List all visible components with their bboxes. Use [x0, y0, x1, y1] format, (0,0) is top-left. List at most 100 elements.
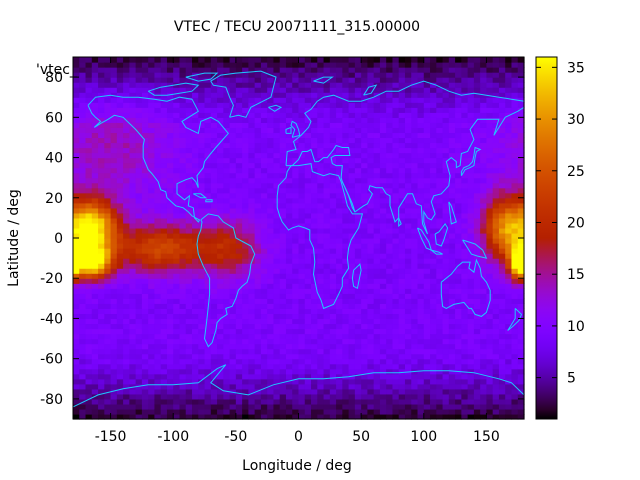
heatmap-cell	[348, 97, 356, 103]
heatmap-cell	[354, 167, 362, 174]
heatmap-cell	[98, 132, 105, 139]
heatmap-cell	[104, 328, 112, 335]
heatmap-cell	[79, 338, 87, 345]
heatmap-cell	[354, 107, 362, 113]
heatmap-cell	[398, 323, 406, 330]
heatmap-cell	[467, 67, 475, 73]
heatmap-cell	[417, 293, 425, 299]
heatmap-cell	[398, 177, 406, 184]
heatmap-cell	[173, 92, 181, 98]
heatmap-cell	[417, 72, 425, 78]
heatmap-cell	[367, 82, 375, 88]
heatmap-cell	[242, 328, 249, 335]
heatmap-cell	[123, 132, 130, 139]
heatmap-cell	[192, 388, 199, 395]
heatmap-cell	[461, 137, 469, 144]
heatmap-cell	[480, 303, 488, 309]
heatmap-cell	[116, 172, 124, 179]
heatmap-cell	[279, 212, 287, 219]
heatmap-cell	[342, 408, 350, 415]
heatmap-cell	[336, 388, 343, 395]
heatmap-cell	[273, 167, 281, 174]
heatmap-cell	[398, 182, 406, 189]
heatmap-cell	[411, 353, 419, 360]
heatmap-cell	[379, 72, 387, 78]
heatmap-cell	[204, 217, 212, 224]
heatmap-cell	[348, 283, 356, 289]
heatmap-cell	[467, 303, 475, 309]
heatmap-cell	[329, 313, 337, 320]
heatmap-cell	[492, 283, 500, 289]
heatmap-cell	[461, 117, 469, 123]
heatmap-cell	[91, 338, 99, 345]
heatmap-cell	[317, 192, 325, 199]
heatmap-cell	[304, 162, 312, 169]
heatmap-cell	[492, 112, 500, 118]
heatmap-cell	[348, 348, 356, 355]
heatmap-cell	[223, 92, 231, 98]
heatmap-cell	[379, 328, 387, 335]
heatmap-cell	[292, 192, 300, 199]
heatmap-cell	[411, 232, 419, 239]
heatmap-cell	[154, 343, 162, 350]
heatmap-cell	[73, 248, 80, 254]
heatmap-cell	[179, 212, 187, 219]
heatmap-cell	[461, 308, 469, 315]
heatmap-cell	[480, 408, 488, 415]
heatmap-cell	[336, 273, 343, 279]
heatmap-cell	[123, 388, 130, 395]
heatmap-cell	[173, 177, 181, 184]
heatmap-cell	[480, 328, 488, 335]
heatmap-cell	[79, 328, 87, 335]
heatmap-cell	[373, 127, 381, 134]
heatmap-cell	[436, 258, 444, 264]
heatmap-cell	[129, 403, 137, 410]
heatmap-cell	[217, 358, 224, 365]
heatmap-cell	[304, 318, 312, 325]
heatmap-cell	[179, 197, 187, 204]
heatmap-cell	[273, 142, 281, 149]
heatmap-cell	[398, 192, 406, 199]
heatmap-cell	[73, 212, 80, 219]
heatmap-cell	[104, 308, 112, 315]
heatmap-cell	[260, 222, 268, 229]
heatmap-cell	[480, 298, 488, 304]
heatmap-cell	[116, 298, 124, 304]
heatmap-cell	[73, 102, 80, 108]
heatmap-cell	[354, 393, 362, 400]
heatmap-cell	[442, 258, 450, 264]
heatmap-cell	[91, 222, 99, 229]
heatmap-cell	[317, 82, 325, 88]
heatmap-cell	[311, 72, 318, 78]
heatmap-cell	[298, 182, 306, 189]
heatmap-cell	[292, 182, 300, 189]
heatmap-cell	[473, 182, 481, 189]
heatmap-cell	[229, 273, 237, 279]
heatmap-cell	[267, 248, 275, 254]
heatmap-cell	[329, 318, 337, 325]
heatmap-cell	[498, 137, 506, 144]
heatmap-cell	[160, 278, 168, 284]
heatmap-cell	[342, 278, 350, 284]
heatmap-cell	[148, 92, 156, 98]
heatmap-cell	[404, 388, 412, 395]
heatmap-cell	[229, 227, 237, 234]
heatmap-cell	[267, 278, 275, 284]
heatmap-cell	[85, 152, 93, 159]
heatmap-cell	[79, 167, 87, 174]
heatmap-cell	[448, 318, 456, 325]
heatmap-cell	[116, 127, 124, 134]
heatmap-cell	[91, 212, 99, 219]
heatmap-cell	[279, 248, 287, 254]
heatmap-cell	[455, 137, 462, 144]
heatmap-cell	[160, 122, 168, 128]
heatmap-cell	[242, 313, 249, 320]
heatmap-cell	[279, 388, 287, 395]
heatmap-cell	[204, 253, 212, 259]
heatmap-cell	[192, 288, 199, 294]
heatmap-cell	[467, 328, 475, 335]
heatmap-cell	[361, 212, 368, 219]
heatmap-cell	[141, 67, 149, 73]
heatmap-cell	[242, 318, 249, 325]
heatmap-cell	[110, 197, 118, 204]
